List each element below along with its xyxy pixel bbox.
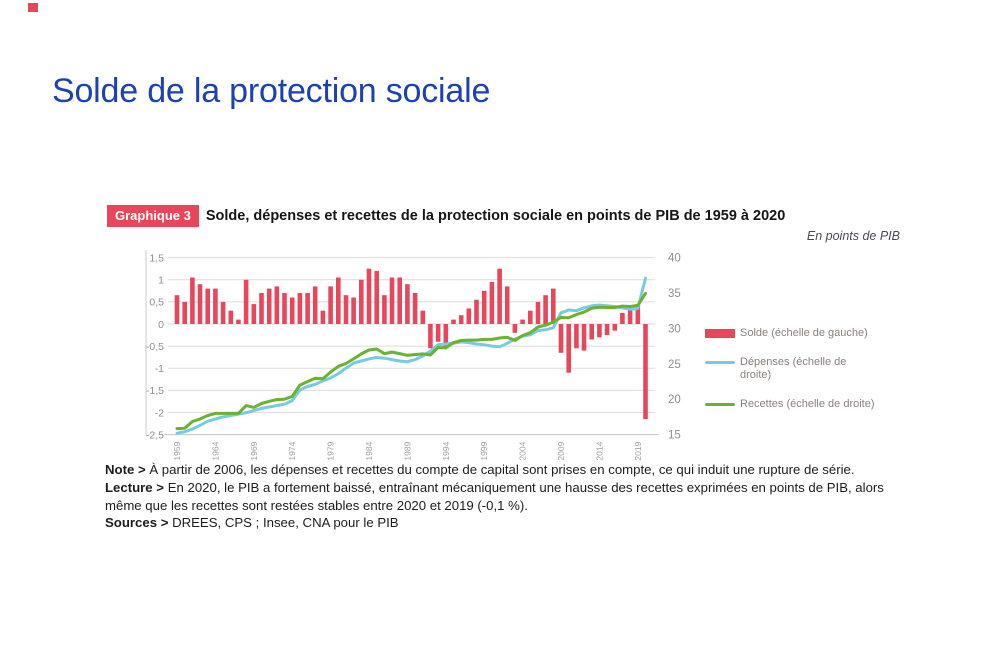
svg-text:1974: 1974 bbox=[287, 441, 297, 460]
svg-text:1999: 1999 bbox=[479, 441, 489, 460]
svg-text:2019: 2019 bbox=[633, 441, 643, 460]
svg-text:1959: 1959 bbox=[172, 441, 182, 460]
sources-label: Sources > bbox=[105, 515, 169, 531]
svg-text:0: 0 bbox=[158, 319, 164, 331]
figure-title: Solde, dépenses et recettes de la protec… bbox=[205, 208, 786, 224]
svg-text:-2: -2 bbox=[155, 407, 164, 419]
legend-item-recettes: Recettes (échelle de droite) bbox=[705, 398, 875, 412]
figure-caption: Graphique 3 Solde, dépenses et recettes … bbox=[107, 205, 785, 227]
svg-text:-0,5: -0,5 bbox=[146, 341, 164, 353]
figure-notes: Note > À partir de 2006, les dépenses et… bbox=[105, 461, 895, 532]
chart-legend: Solde (échelle de gauche) Dépenses (éche… bbox=[705, 327, 875, 426]
lecture-text: En 2020, le PIB a fortement baissé, entr… bbox=[105, 479, 884, 513]
svg-text:2009: 2009 bbox=[556, 441, 566, 460]
legend-item-solde: Solde (échelle de gauche) bbox=[705, 327, 875, 341]
svg-text:1979: 1979 bbox=[326, 441, 336, 460]
legend-swatch-recettes bbox=[705, 402, 735, 406]
lecture-label: Lecture > bbox=[105, 479, 165, 495]
axis-unit-label: En points de PIB bbox=[806, 229, 900, 243]
svg-text:1,5: 1,5 bbox=[149, 252, 164, 264]
svg-text:2014: 2014 bbox=[594, 441, 604, 460]
note-line: Note > À partir de 2006, les dépenses et… bbox=[105, 461, 895, 479]
svg-text:1964: 1964 bbox=[210, 441, 220, 460]
note-text: À partir de 2006, les dépenses et recett… bbox=[149, 462, 855, 477]
chart-plot: 1,5 1 0,5 0 -0,5 -1 -1,5 -2 -2,5 40 35 30 25 20 15 1959… bbox=[145, 250, 681, 461]
svg-text:25: 25 bbox=[668, 359, 681, 371]
legend-label-depenses: Dépenses (échelle de droite) bbox=[740, 355, 847, 382]
sources-line: Sources > DREES, CPS ; Insee, CNA pour l… bbox=[105, 514, 895, 532]
svg-text:0,5: 0,5 bbox=[149, 297, 164, 309]
legend-swatch-depenses bbox=[705, 360, 735, 364]
svg-text:40: 40 bbox=[668, 253, 681, 265]
legend-label-recettes: Recettes (échelle de droite) bbox=[740, 397, 875, 410]
figure-badge: Graphique 3 bbox=[107, 205, 199, 227]
svg-text:-1,5: -1,5 bbox=[146, 385, 164, 397]
legend-swatch-solde bbox=[705, 329, 735, 338]
legend-item-depenses: Dépenses (échelle de droite) bbox=[705, 356, 875, 383]
svg-text:35: 35 bbox=[668, 288, 681, 300]
svg-text:1989: 1989 bbox=[402, 441, 412, 460]
svg-text:1984: 1984 bbox=[364, 441, 374, 460]
red-corner-mark bbox=[28, 3, 38, 12]
page-title: Solde de la protection sociale bbox=[52, 72, 491, 110]
svg-text:2004: 2004 bbox=[518, 441, 528, 460]
svg-text:1969: 1969 bbox=[249, 441, 259, 460]
svg-text:1994: 1994 bbox=[441, 441, 451, 460]
lecture-line: Lecture > En 2020, le PIB a fortement ba… bbox=[105, 479, 895, 515]
note-label: Note > bbox=[105, 462, 146, 477]
svg-text:-1: -1 bbox=[155, 363, 164, 375]
svg-text:20: 20 bbox=[668, 394, 681, 406]
svg-text:-2,5: -2,5 bbox=[146, 429, 164, 441]
sources-text: DREES, CPS ; Insee, CNA pour le PIB bbox=[172, 515, 399, 531]
svg-text:1: 1 bbox=[158, 275, 164, 287]
legend-label-solde: Solde (échelle de gauche) bbox=[740, 327, 868, 339]
svg-text:30: 30 bbox=[668, 323, 681, 335]
svg-text:15: 15 bbox=[668, 430, 681, 442]
